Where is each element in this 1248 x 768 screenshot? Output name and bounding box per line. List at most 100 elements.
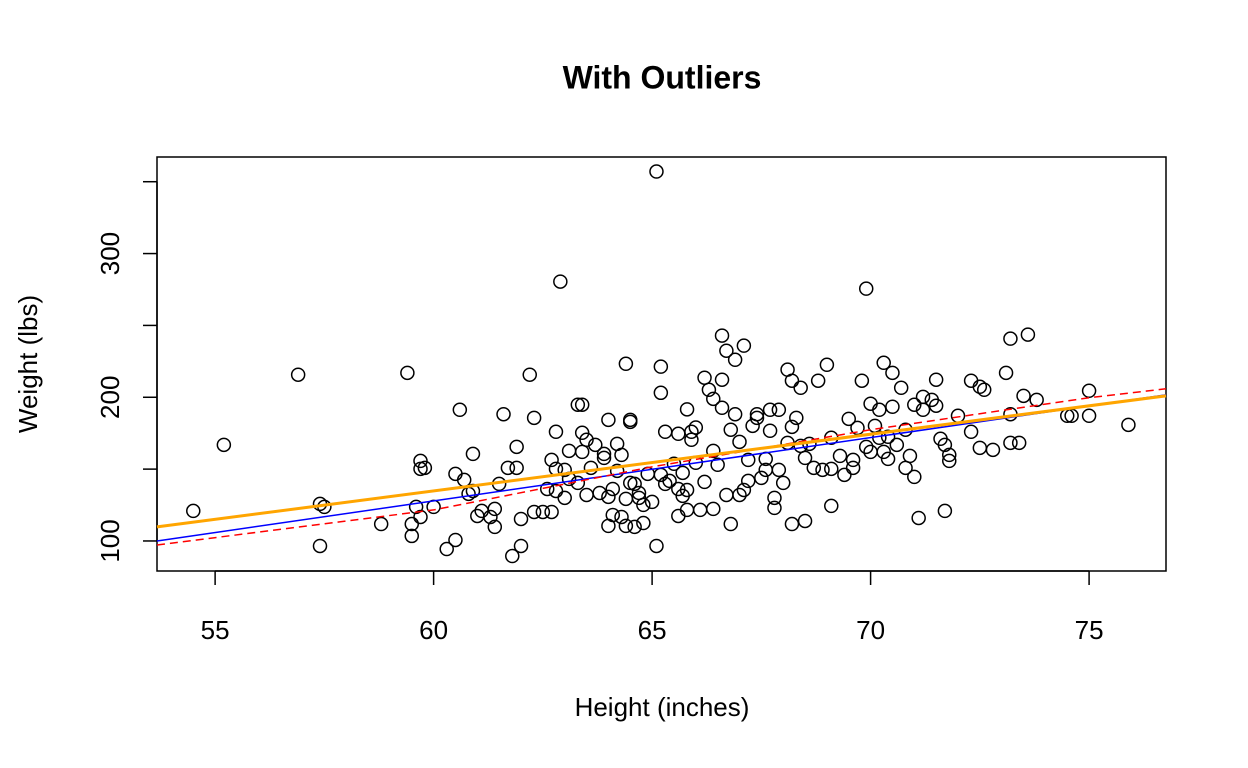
data-point bbox=[1016, 388, 1031, 404]
data-point bbox=[653, 359, 669, 374]
data-point bbox=[1081, 408, 1097, 424]
data-point bbox=[706, 391, 721, 407]
data-point bbox=[548, 483, 564, 499]
data-point bbox=[719, 343, 734, 358]
data-point bbox=[684, 432, 699, 448]
data-point bbox=[627, 476, 642, 492]
data-point bbox=[872, 402, 887, 418]
x-axis-label: Height (inches) bbox=[575, 692, 750, 722]
data-point bbox=[824, 498, 839, 514]
x-tick-label: 70 bbox=[856, 615, 885, 645]
data-point bbox=[588, 437, 603, 453]
data-point bbox=[762, 402, 778, 418]
data-point bbox=[574, 425, 590, 441]
data-point bbox=[614, 509, 629, 525]
data-point bbox=[723, 422, 739, 437]
data-point bbox=[487, 519, 503, 535]
data-point bbox=[413, 509, 428, 525]
data-point bbox=[627, 519, 642, 535]
data-point bbox=[618, 491, 634, 507]
data-point bbox=[601, 489, 616, 505]
data-point bbox=[662, 473, 677, 489]
data-point bbox=[671, 426, 686, 442]
data-point bbox=[784, 373, 800, 388]
data-point bbox=[644, 494, 660, 510]
data-point bbox=[732, 434, 747, 450]
data-point bbox=[706, 501, 721, 517]
data-point bbox=[754, 470, 769, 486]
data-point bbox=[636, 515, 651, 531]
data-point bbox=[736, 482, 752, 498]
data-point bbox=[448, 532, 463, 548]
data-point bbox=[631, 490, 647, 506]
data-point bbox=[1121, 417, 1136, 433]
data-point bbox=[736, 338, 752, 353]
data-point bbox=[841, 411, 856, 427]
data-point bbox=[832, 448, 848, 464]
data-point bbox=[544, 504, 559, 520]
data-point bbox=[400, 365, 415, 381]
data-point bbox=[976, 382, 992, 398]
data-point bbox=[714, 372, 730, 387]
data-point bbox=[574, 444, 590, 460]
data-point bbox=[535, 504, 551, 520]
data-point bbox=[675, 465, 690, 481]
data-point bbox=[216, 437, 232, 453]
data-point bbox=[408, 499, 424, 515]
data-point bbox=[889, 437, 905, 453]
data-point bbox=[618, 356, 634, 372]
data-point bbox=[784, 419, 800, 435]
data-point bbox=[1003, 331, 1018, 346]
data-point bbox=[824, 461, 839, 477]
data-point bbox=[937, 503, 953, 519]
data-point bbox=[496, 406, 511, 422]
data-point bbox=[561, 443, 577, 459]
x-tick-label: 60 bbox=[419, 615, 448, 645]
data-point bbox=[456, 472, 472, 488]
data-point bbox=[579, 487, 594, 503]
data-point bbox=[806, 460, 822, 476]
data-point bbox=[623, 414, 638, 430]
data-point bbox=[526, 504, 542, 520]
data-point bbox=[509, 439, 524, 455]
data-point bbox=[574, 397, 590, 412]
data-point bbox=[513, 538, 529, 554]
plot-frame bbox=[156, 156, 1167, 572]
data-point bbox=[596, 446, 612, 462]
data-point bbox=[915, 389, 931, 405]
data-point bbox=[579, 432, 594, 448]
x-tick-label: 55 bbox=[201, 615, 230, 645]
data-point bbox=[596, 450, 612, 466]
data-point bbox=[649, 164, 664, 179]
data-point bbox=[500, 460, 516, 476]
data-point bbox=[850, 420, 865, 436]
data-point bbox=[522, 367, 537, 382]
fit-line bbox=[156, 388, 1167, 546]
data-point bbox=[942, 453, 957, 469]
data-point bbox=[950, 408, 966, 424]
data-point bbox=[679, 402, 695, 417]
data-point bbox=[570, 397, 586, 412]
data-point bbox=[505, 548, 520, 564]
data-point bbox=[636, 497, 651, 513]
data-point bbox=[312, 538, 328, 554]
fit-line bbox=[156, 394, 1167, 529]
data-point bbox=[963, 373, 979, 388]
data-point bbox=[290, 367, 306, 382]
data-point bbox=[186, 503, 201, 519]
data-point bbox=[601, 412, 616, 428]
data-point bbox=[618, 518, 634, 534]
data-point bbox=[902, 448, 918, 464]
data-point bbox=[810, 373, 826, 388]
data-point bbox=[911, 510, 926, 526]
y-tick-label: 300 bbox=[95, 232, 125, 275]
data-point bbox=[732, 487, 747, 503]
data-point bbox=[767, 490, 782, 506]
data-point bbox=[767, 500, 782, 516]
data-point bbox=[526, 410, 542, 426]
data-point bbox=[771, 402, 787, 418]
data-point bbox=[928, 398, 944, 413]
data-point bbox=[915, 402, 931, 418]
data-point bbox=[727, 352, 743, 368]
